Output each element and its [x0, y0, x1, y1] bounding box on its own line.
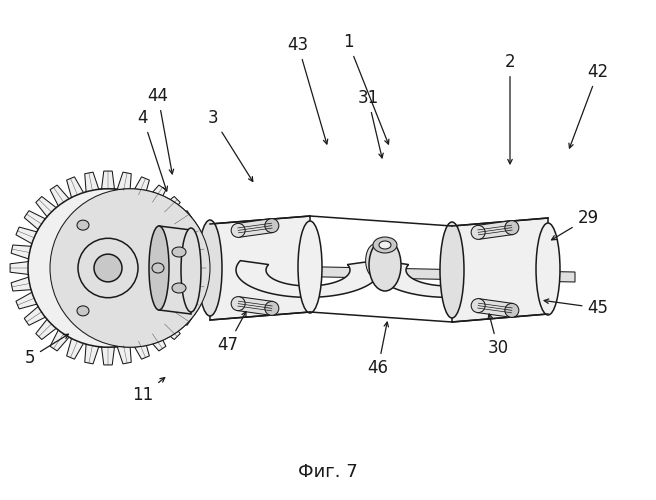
Ellipse shape — [77, 306, 89, 316]
Ellipse shape — [373, 237, 397, 253]
Text: 1: 1 — [342, 33, 389, 144]
Ellipse shape — [172, 283, 186, 293]
Ellipse shape — [265, 218, 279, 232]
Polygon shape — [175, 264, 575, 282]
Text: 4: 4 — [138, 109, 167, 191]
Polygon shape — [477, 220, 513, 240]
Text: 44: 44 — [148, 87, 174, 174]
Text: 31: 31 — [358, 89, 383, 158]
Polygon shape — [237, 218, 273, 238]
Polygon shape — [452, 218, 548, 322]
Ellipse shape — [152, 263, 164, 273]
Ellipse shape — [440, 222, 464, 318]
Text: 30: 30 — [487, 314, 508, 357]
Polygon shape — [236, 260, 380, 298]
Ellipse shape — [231, 296, 245, 310]
Polygon shape — [376, 260, 520, 298]
Polygon shape — [159, 226, 191, 314]
Ellipse shape — [265, 302, 279, 316]
Ellipse shape — [78, 238, 138, 298]
Ellipse shape — [471, 226, 485, 239]
Text: 46: 46 — [367, 322, 388, 377]
Ellipse shape — [379, 241, 391, 249]
Text: Фиг. 7: Фиг. 7 — [298, 463, 358, 481]
Text: 3: 3 — [208, 109, 253, 182]
Ellipse shape — [198, 220, 222, 316]
Ellipse shape — [50, 189, 210, 347]
Polygon shape — [477, 298, 513, 318]
Text: 42: 42 — [569, 63, 609, 148]
Text: 47: 47 — [218, 312, 246, 354]
Text: 29: 29 — [552, 209, 598, 240]
Ellipse shape — [172, 247, 186, 257]
Text: 43: 43 — [287, 36, 328, 144]
Ellipse shape — [369, 239, 401, 291]
Polygon shape — [237, 296, 273, 316]
Ellipse shape — [28, 189, 188, 347]
Ellipse shape — [298, 221, 322, 313]
Polygon shape — [210, 216, 310, 320]
Text: 45: 45 — [544, 299, 609, 317]
Text: 5: 5 — [25, 334, 68, 367]
Polygon shape — [10, 171, 206, 365]
Ellipse shape — [505, 220, 519, 234]
Text: 11: 11 — [133, 378, 165, 404]
Ellipse shape — [365, 244, 386, 278]
Ellipse shape — [471, 298, 485, 312]
Ellipse shape — [149, 226, 169, 310]
Ellipse shape — [94, 254, 122, 282]
Ellipse shape — [181, 228, 201, 312]
Ellipse shape — [77, 220, 89, 230]
Polygon shape — [96, 189, 210, 347]
Text: 2: 2 — [504, 53, 516, 164]
Ellipse shape — [505, 304, 519, 318]
Ellipse shape — [231, 224, 245, 237]
Ellipse shape — [536, 223, 560, 315]
